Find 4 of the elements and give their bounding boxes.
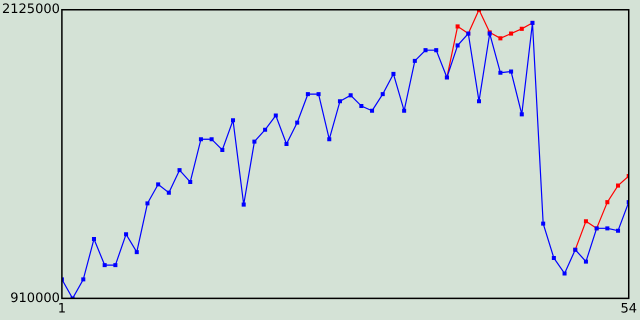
y-tick-label: 910000 <box>10 290 60 306</box>
x-tick-label: 54 <box>620 302 637 317</box>
x-tick-label: 1 <box>58 302 66 317</box>
y-tick-label: 2125000 <box>2 2 60 18</box>
